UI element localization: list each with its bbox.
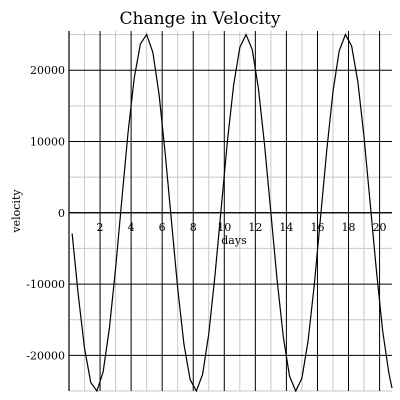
x-tick-label: 18: [342, 221, 356, 234]
y-tick-label: -10000: [26, 278, 65, 291]
x-tick-label: 20: [373, 221, 387, 234]
velocity-series-line: [71, 33, 393, 393]
y-axis-label: velocity: [10, 189, 23, 234]
x-tick-label: 2: [97, 221, 104, 234]
tick-labels: 2 4 6 8 10 12 14 16 18 20 -20000 -10000 0 10000 20000: [26, 64, 386, 362]
x-tick-label: 6: [159, 221, 166, 234]
x-tick-label: 14: [279, 221, 293, 234]
x-tick-label: 10: [217, 221, 231, 234]
y-tick-label: 10000: [30, 135, 65, 148]
chart-title: Change in Velocity: [119, 9, 280, 29]
y-tick-label: 20000: [30, 64, 65, 77]
x-tick-label: 8: [190, 221, 197, 234]
grid: [69, 31, 392, 392]
y-tick-label: -20000: [26, 349, 65, 362]
y-tick-label: 0: [58, 207, 65, 220]
axes: [68, 31, 392, 391]
x-tick-label: 4: [128, 221, 135, 234]
x-tick-label: 12: [248, 221, 262, 234]
x-tick-label: 16: [310, 221, 324, 234]
x-axis-label: days: [221, 234, 247, 247]
